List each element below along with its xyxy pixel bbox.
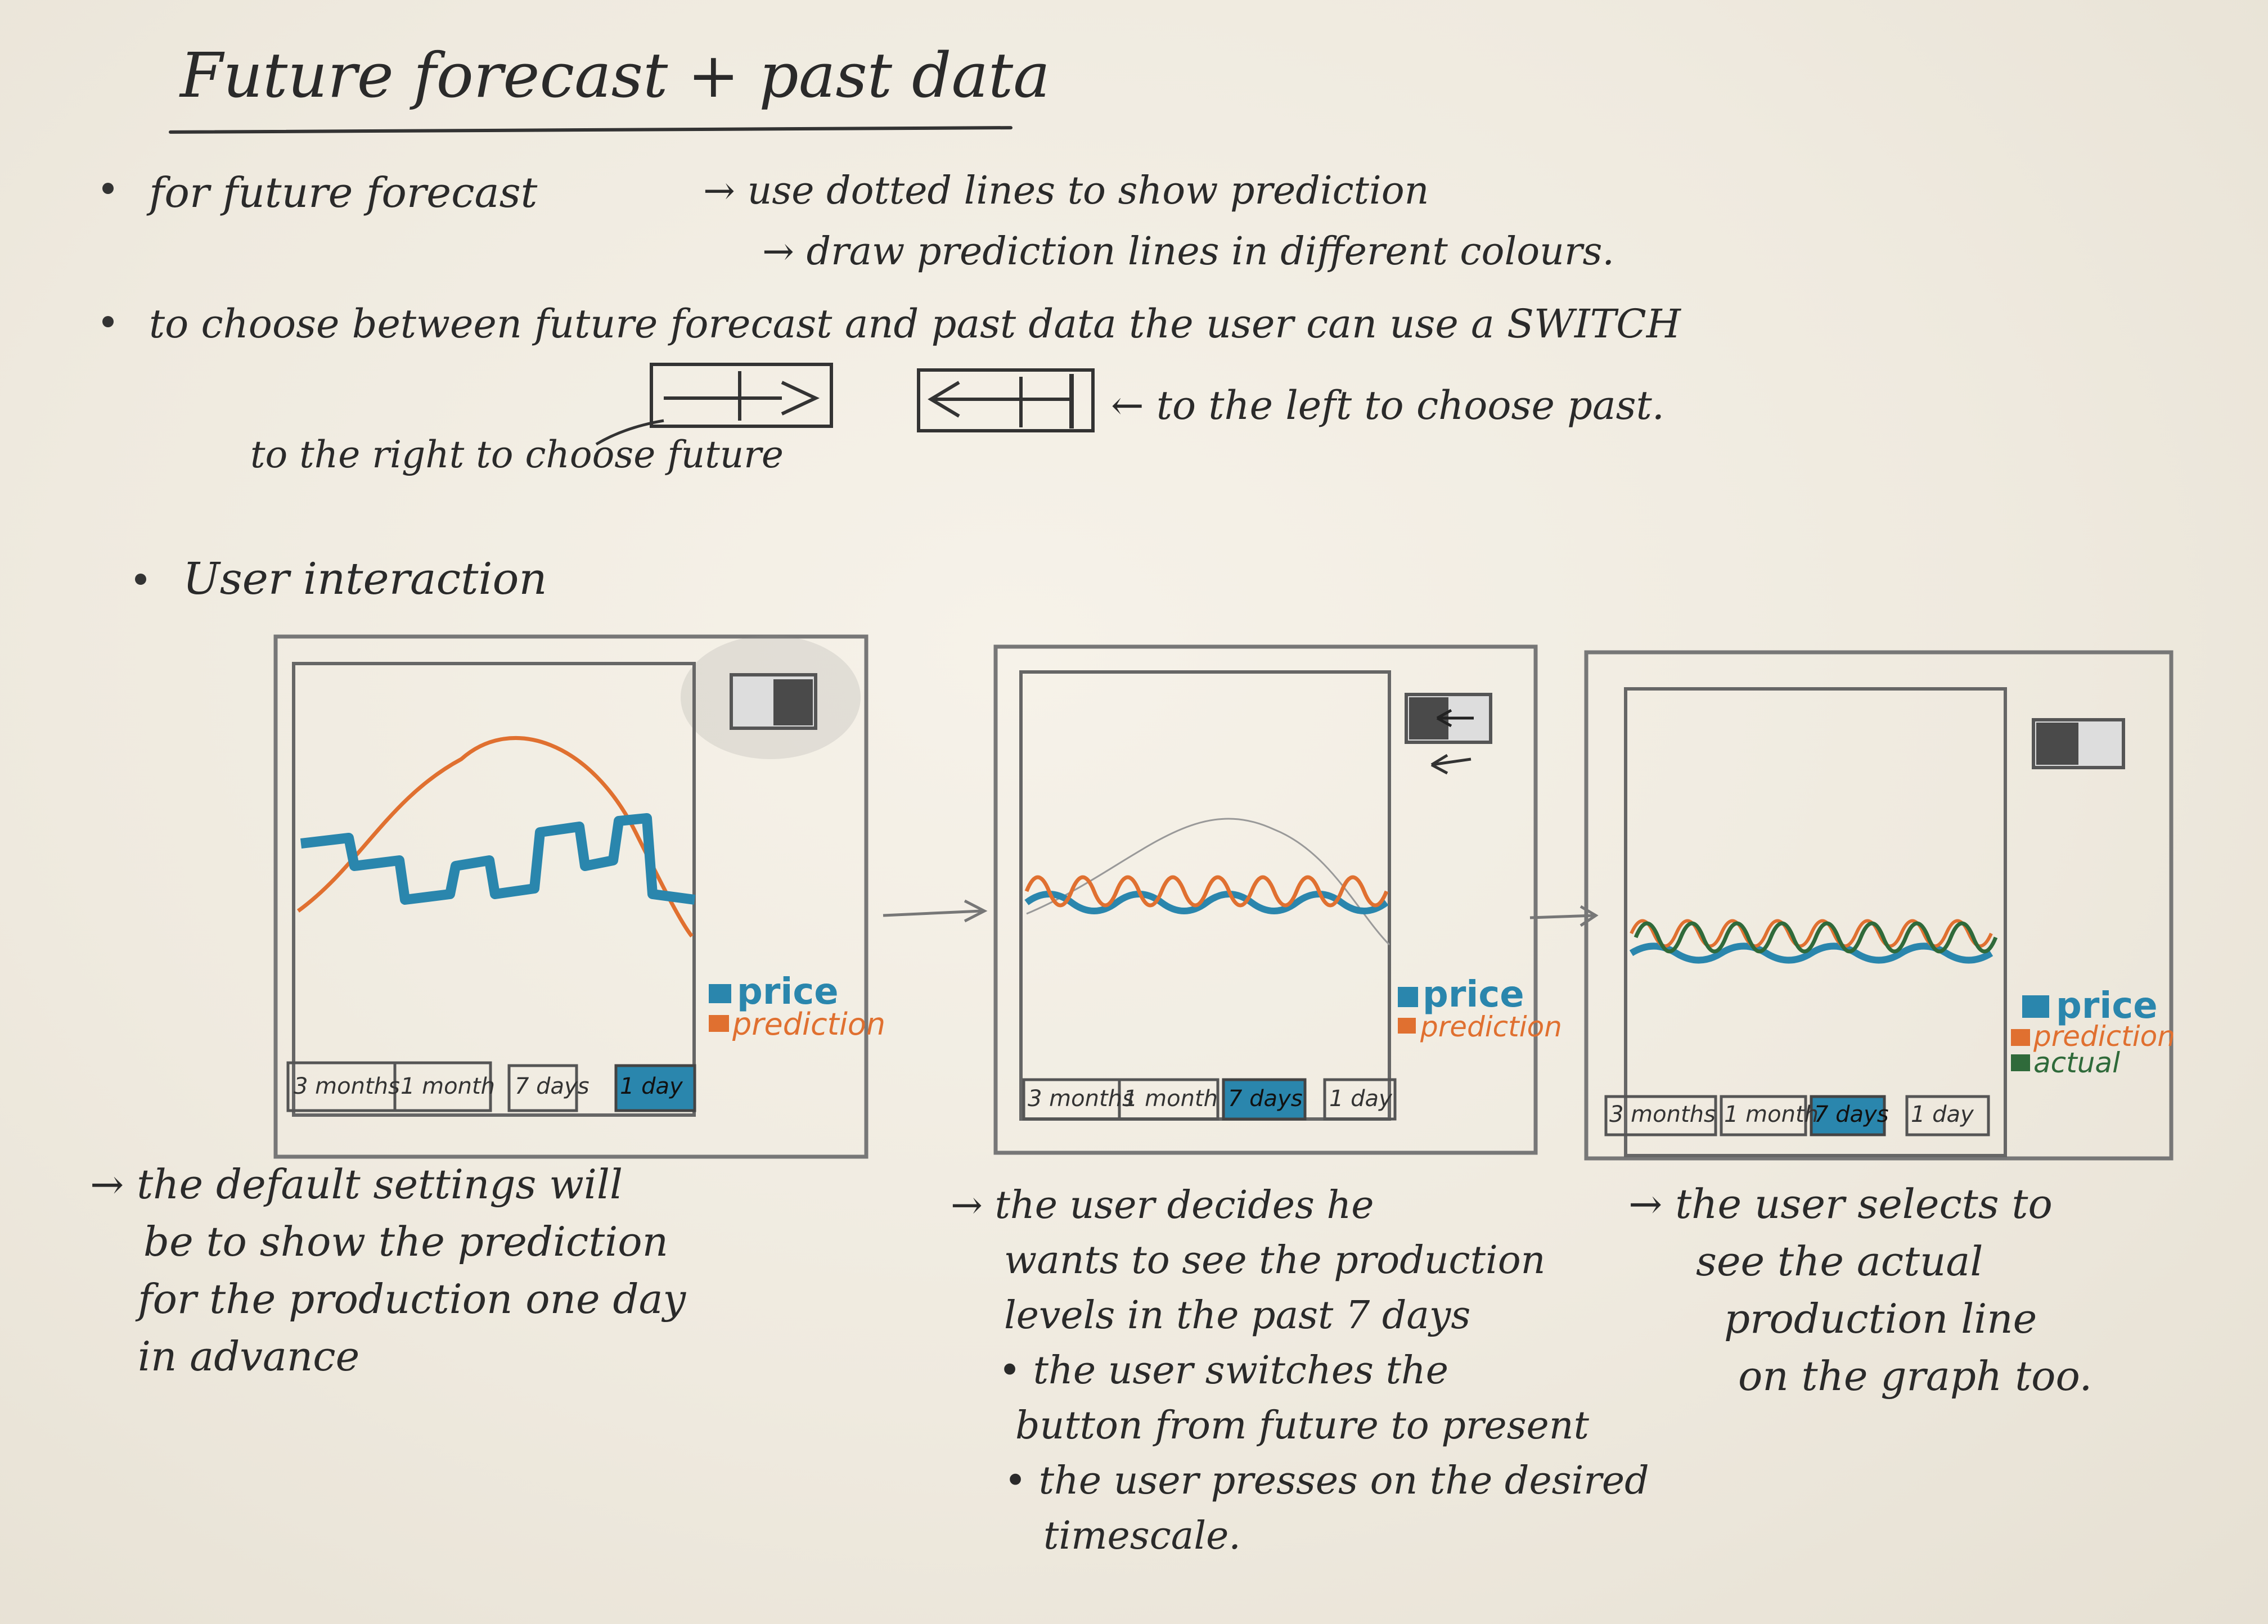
wireframe-panel-2: 3 months 1 month 7 days 1 day price pred… bbox=[993, 644, 1562, 1155]
tab-label: 7 days bbox=[1814, 1102, 1889, 1127]
caption-line: timescale. bbox=[1043, 1514, 1241, 1558]
note-dotted-lines: → use dotted lines to show prediction bbox=[703, 169, 1429, 213]
switch-right-sketch bbox=[650, 363, 833, 428]
note-user-interaction: User interaction bbox=[183, 554, 547, 605]
caption-line: wants to see the production bbox=[1004, 1238, 1546, 1283]
caption-line: → the user decides he bbox=[951, 1183, 1374, 1228]
note-right-future: to the right to choose future bbox=[250, 433, 784, 476]
bullet-dot bbox=[102, 316, 114, 327]
tab-label: 1 day bbox=[1329, 1086, 1393, 1112]
caption-line: • the user presses on the desired bbox=[1004, 1459, 1649, 1503]
legend-prediction: prediction bbox=[2033, 1020, 2175, 1053]
tab-label: 1 day bbox=[1911, 1102, 1974, 1127]
caption-panel-1: → the default settings will be to show t… bbox=[90, 1156, 821, 1385]
arrow-1 bbox=[883, 899, 988, 923]
tab-label: 1 month bbox=[1123, 1086, 1218, 1112]
tab-label: 3 months bbox=[294, 1073, 400, 1099]
caption-line: → the default settings will bbox=[90, 1161, 623, 1208]
tab-label: 1 month bbox=[1724, 1102, 1819, 1127]
caption-line: button from future to present bbox=[1015, 1404, 1589, 1448]
note-future-forecast: for future forecast bbox=[149, 169, 538, 217]
caption-panel-2: → the user decides he wants to see the p… bbox=[951, 1178, 1738, 1564]
legend-price: price bbox=[737, 971, 839, 1013]
tab-label: 7 days bbox=[515, 1073, 590, 1099]
legend-prediction: prediction bbox=[732, 1007, 885, 1042]
tab-label: 3 months bbox=[1028, 1086, 1134, 1112]
caption-line: be to show the prediction bbox=[143, 1218, 668, 1265]
tab-label: 3 months bbox=[1609, 1102, 1716, 1127]
caption-line: see the actual bbox=[1696, 1238, 1983, 1285]
pointer-line bbox=[595, 419, 664, 446]
legend-prediction: prediction bbox=[1420, 1011, 1562, 1043]
caption-line: • the user switches the bbox=[998, 1348, 1448, 1393]
bullet-dot bbox=[102, 183, 114, 194]
caption-line: for the production one day bbox=[138, 1275, 686, 1323]
bullet-dot bbox=[135, 574, 146, 585]
caption-line: in advance bbox=[138, 1333, 360, 1380]
tab-label: 7 days bbox=[1228, 1086, 1303, 1112]
tab-label: 1 month bbox=[400, 1073, 495, 1099]
caption-line: → the user selects to bbox=[1628, 1180, 2053, 1228]
wireframe-panel-3: 3 months 1 month 7 days 1 day price pred… bbox=[1584, 650, 2175, 1161]
legend-price: price bbox=[2056, 985, 2158, 1027]
legend-price: price bbox=[1423, 974, 1524, 1016]
caption-line: levels in the past 7 days bbox=[1004, 1293, 1471, 1338]
caption-line: on the graph too. bbox=[1738, 1352, 2092, 1400]
legend-actual: actual bbox=[2033, 1046, 2120, 1079]
page-title: Future forecast + past data bbox=[180, 39, 1050, 111]
switch-left-sketch bbox=[917, 368, 1095, 432]
note-different-colours: → draw prediction lines in different col… bbox=[762, 229, 1614, 274]
caption-panel-3: → the user selects to see the actual pro… bbox=[1628, 1175, 2247, 1405]
title-underline bbox=[168, 126, 1013, 134]
note-left-past: ← to the left to choose past. bbox=[1111, 382, 1664, 428]
wireframe-panel-1: 3 months 1 month 7 days 1 day price pred… bbox=[273, 634, 885, 1159]
tab-label: 1 day bbox=[620, 1073, 683, 1099]
caption-line: production line bbox=[1724, 1295, 2037, 1342]
note-switch: to choose between future forecast and pa… bbox=[149, 301, 1681, 347]
